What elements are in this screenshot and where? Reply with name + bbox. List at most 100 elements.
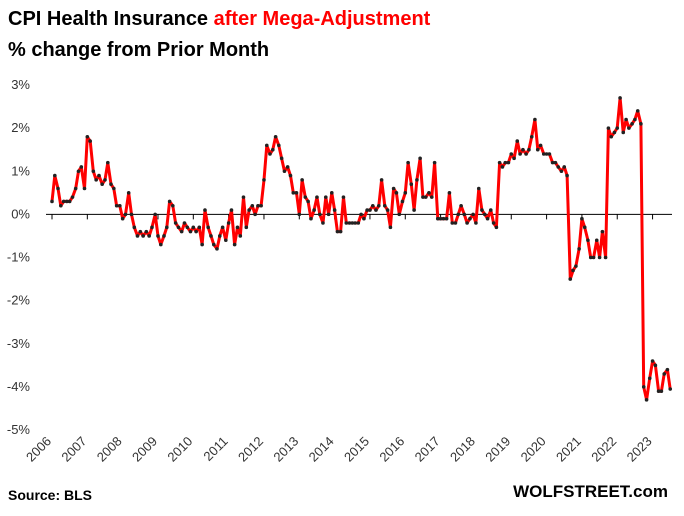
data-point <box>247 208 251 212</box>
data-point <box>288 173 293 178</box>
data-point <box>109 182 113 186</box>
data-point <box>441 216 446 221</box>
data-point <box>362 216 366 221</box>
data-point <box>368 208 372 212</box>
data-point <box>418 156 422 161</box>
data-point <box>297 212 302 217</box>
data-point <box>533 117 537 122</box>
data-point <box>141 234 145 238</box>
data-point <box>379 178 384 182</box>
x-tick-label: 2017 <box>412 434 443 465</box>
source: Source: BLS <box>8 487 92 503</box>
data-point <box>365 208 369 212</box>
data-point <box>412 208 416 212</box>
data-point <box>429 195 434 199</box>
data-point <box>347 221 352 225</box>
data-point <box>485 216 490 221</box>
data-point <box>556 165 561 169</box>
data-point <box>112 186 116 191</box>
data-point <box>447 191 452 195</box>
data-point <box>494 225 499 230</box>
data-point <box>162 234 166 238</box>
data-point <box>73 186 78 191</box>
data-point <box>497 160 502 165</box>
data-point <box>453 221 458 225</box>
data-point <box>120 216 125 221</box>
data-point <box>329 191 334 195</box>
data-point <box>126 191 131 195</box>
data-point <box>491 221 496 225</box>
data-point <box>647 376 652 381</box>
data-point <box>350 221 355 225</box>
data-point <box>253 212 257 217</box>
data-point <box>232 242 237 247</box>
data-point <box>356 221 361 225</box>
data-point <box>215 247 219 251</box>
data-point <box>56 186 60 191</box>
data-point <box>468 216 472 221</box>
data-point <box>123 212 128 217</box>
data-point <box>321 221 325 225</box>
data-point <box>282 169 287 174</box>
data-point <box>291 191 296 195</box>
data-point <box>273 134 278 139</box>
data-point <box>615 126 620 130</box>
data-point <box>70 195 75 199</box>
data-point <box>656 389 661 393</box>
data-point <box>200 242 204 247</box>
data-point <box>624 117 628 122</box>
data-point <box>88 139 92 143</box>
data-point <box>59 203 63 208</box>
x-tick-label: 2012 <box>235 434 266 465</box>
data-point <box>582 225 587 230</box>
data-point <box>635 109 640 113</box>
data-point <box>144 229 149 234</box>
data-point <box>135 234 140 238</box>
x-tick-label: 2021 <box>553 434 584 465</box>
data-point <box>97 173 101 178</box>
data-point <box>353 221 357 225</box>
data-point <box>406 160 410 165</box>
data-point <box>179 229 184 234</box>
data-point <box>94 178 98 182</box>
data-point <box>509 152 514 156</box>
data-point <box>76 169 81 174</box>
data-point <box>541 152 546 156</box>
data-point <box>544 152 549 156</box>
data-point <box>341 195 346 199</box>
data-point <box>138 229 143 234</box>
data-point <box>415 178 419 182</box>
data-point <box>185 225 190 230</box>
data-point <box>176 225 181 230</box>
y-tick-label: 3% <box>11 77 30 92</box>
data-point <box>197 225 202 230</box>
data-point <box>91 169 96 174</box>
data-point <box>476 186 481 191</box>
data-point <box>462 212 467 217</box>
data-point <box>241 195 246 199</box>
data-point <box>456 212 461 217</box>
data-point <box>591 255 596 260</box>
data-point <box>385 208 390 212</box>
data-point <box>639 122 643 126</box>
x-tick-label: 2009 <box>129 434 160 465</box>
data-point <box>338 229 343 234</box>
data-point <box>206 225 210 230</box>
data-point <box>194 229 198 234</box>
data-point <box>644 398 649 402</box>
data-point <box>235 225 240 230</box>
x-tick-label: 2015 <box>341 434 372 465</box>
data-point <box>259 203 263 208</box>
data-point <box>238 234 243 238</box>
data-point <box>188 229 193 234</box>
data-point <box>344 221 349 225</box>
data-point <box>317 212 322 217</box>
data-point <box>61 199 66 204</box>
data-point <box>165 225 169 230</box>
data-point <box>171 203 175 208</box>
data-point <box>224 238 228 243</box>
data-point <box>550 160 555 165</box>
x-tick-label: 2020 <box>518 434 549 465</box>
x-tick-label: 2018 <box>447 434 478 465</box>
